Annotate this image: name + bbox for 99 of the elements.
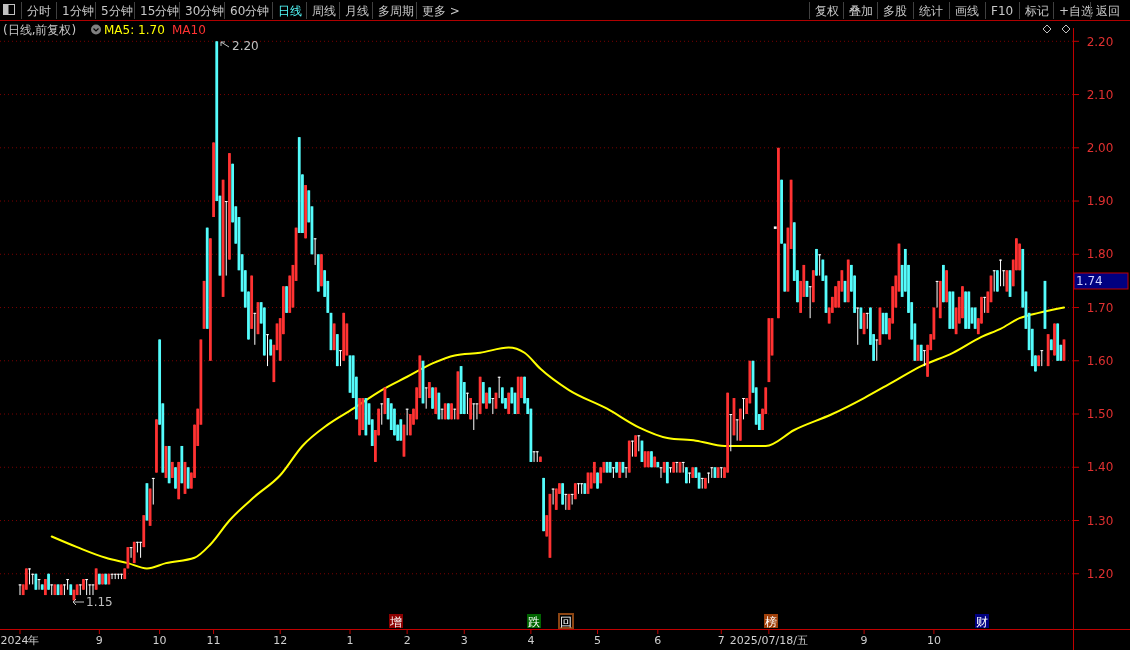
candlestick [865,312,869,330]
candlestick [24,567,28,591]
text: 周线 [312,4,336,18]
candlestick [313,237,317,266]
annotation: 跌 [528,614,540,629]
text: +自选 [1059,4,1094,18]
candlestick [577,482,580,495]
text: 统计 [919,4,943,18]
annotation: MA10 [172,23,206,37]
text: 画线 [955,4,979,18]
text: 分时 [27,4,51,18]
candlestick [999,259,1002,287]
text: F10 [991,4,1014,18]
candlestick [808,285,812,319]
text: 1.74 [1076,274,1103,289]
candlestick [85,578,89,596]
annotation: 1.15 [86,595,113,609]
x-tick-label: 12 [273,634,288,647]
y-tick-label: 1.90 [1086,194,1114,209]
x-tick-label: 6 [654,634,662,647]
annotation: 增 [389,614,402,629]
candlestick [472,402,476,431]
x-tick-label: 10 [926,634,941,647]
candlestick [88,583,92,596]
candlestick [875,338,879,362]
x-tick-label: 5 [594,634,602,647]
text: MA5: 1.70 [104,23,165,37]
text: 5分钟 [101,4,133,18]
y-tick-label: 2.10 [1086,87,1114,102]
annotation: 财 [976,614,988,629]
annotation: 回 [560,614,572,629]
candlestick [28,567,31,585]
x-tick-label: 9 [860,634,868,647]
text: 多周期 [378,4,414,18]
x-tick-label: 4 [527,634,535,647]
candlestick [669,466,672,474]
candlestick [634,434,638,458]
line-series [50,306,1065,570]
y-tick-label: 1.80 [1086,247,1114,262]
annotation: 榜 [765,614,777,629]
text: 15分钟 [140,4,180,18]
x-tick-label: 9 [95,634,103,647]
y-tick-label: 2.00 [1086,141,1114,155]
candlestick [491,397,495,415]
text: 复权 [815,4,839,18]
candlestick [66,578,69,591]
text: 叠加 [849,4,873,18]
candlestick [253,312,257,346]
candlestick [466,392,469,415]
annotation: 2.20 [232,39,259,53]
candlestick [63,583,66,596]
candlestick [139,541,142,559]
text: 标记 [1024,4,1049,18]
x-tick-label: 7 [717,634,725,647]
candlestick [983,296,987,314]
candlestick [380,402,384,426]
candlestick [631,440,634,458]
text: 30分钟 [185,4,225,18]
candlestick [551,488,555,506]
candlestick [773,226,777,229]
text: 多股 [883,4,907,18]
y-tick-label: 1.20 [1086,566,1114,581]
text: 1分钟 [62,4,94,18]
y-tick-label: 1.50 [1086,407,1114,422]
text: 日线 [278,4,302,18]
x-tick-label: 10 [152,634,167,647]
x-tick-label: 2 [403,634,411,647]
candlestick [151,477,155,506]
x-tick-label: 11 [206,634,221,647]
candlestick [735,418,739,442]
x-tick-label: 1 [346,634,354,647]
candlestick [497,376,501,399]
candlestick [424,386,428,410]
y-tick-label: 2.20 [1086,34,1114,49]
candlestick [561,482,565,506]
x-tick-label: 2024年 [0,634,40,647]
text: 返回 [1096,4,1120,18]
candlestick [742,397,745,420]
candlestick [818,253,822,277]
text: 60分钟 [230,4,270,18]
annotation: (日线,前复权) [3,23,77,37]
x-tick-label: 2025/07/18/五 [729,634,808,647]
candlestick [729,413,733,452]
candlestick [570,493,574,506]
candlestick [992,269,996,293]
text: 更多 > [422,4,460,18]
text: 月线 [345,4,369,18]
candlestick [339,349,342,367]
candlestick [1005,269,1009,293]
x-tick-label: 3 [460,634,468,647]
candlestick [224,200,228,277]
candlestick [612,466,615,479]
y-tick-label: 1.60 [1086,353,1114,368]
candlestick [922,349,926,367]
y-tick-label: 1.40 [1086,460,1114,475]
y-tick-label: 1.30 [1086,513,1114,528]
y-tick-label: 1.70 [1086,300,1114,315]
candlestick [637,434,641,452]
candlestick [266,333,269,367]
